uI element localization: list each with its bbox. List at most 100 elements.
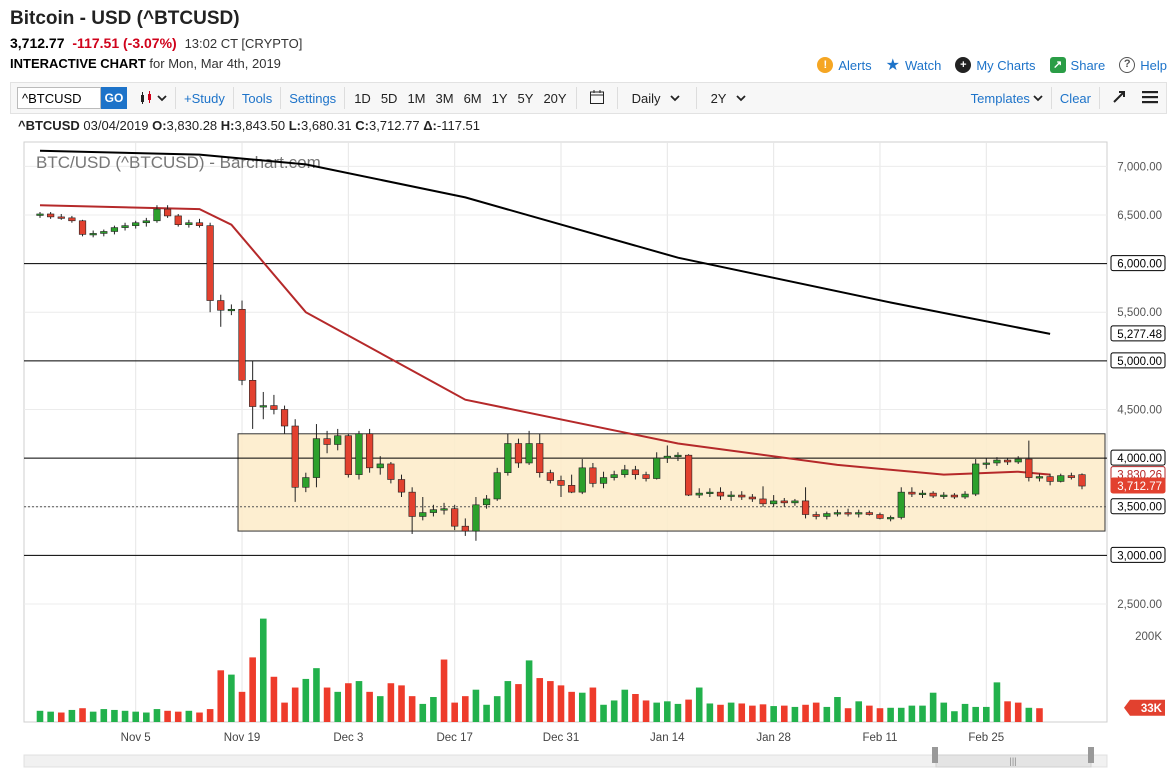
templates-dropdown[interactable]: Templates xyxy=(967,91,1047,106)
ohlc-symbol: ^BTCUSD xyxy=(18,118,80,133)
candle-body xyxy=(897,491,905,518)
share-icon: ↗ xyxy=(1049,57,1066,73)
candle-body xyxy=(536,443,544,473)
chart-label: INTERACTIVE CHART xyxy=(10,56,146,71)
period-6m[interactable]: 6M xyxy=(463,90,482,106)
volume-bar xyxy=(961,703,969,722)
price-badge xyxy=(1110,352,1166,369)
volume-badge-label: 33K xyxy=(1141,703,1163,715)
alert-icon: ! xyxy=(817,57,834,73)
volume-bar xyxy=(802,704,809,722)
volume-bar xyxy=(664,701,671,722)
candle-body xyxy=(419,512,427,517)
chevron-down-icon xyxy=(736,95,747,102)
scroll-track[interactable] xyxy=(23,754,1108,768)
chart-type-selector[interactable] xyxy=(135,91,171,105)
clear-button[interactable]: Clear xyxy=(1059,90,1091,106)
candle-body xyxy=(791,500,799,504)
candle-body xyxy=(429,509,438,513)
volume-bar xyxy=(398,685,405,722)
symbol-input[interactable] xyxy=(17,87,101,109)
volume-bar xyxy=(876,708,884,722)
open-value: 3,830.28 xyxy=(166,118,218,133)
action-links: ! Alerts ★ Watch + My Charts ↗ Share ? H… xyxy=(817,55,1167,75)
price-badge-label: 6,000.00 xyxy=(1117,259,1162,271)
period-3m[interactable]: 3M xyxy=(435,90,454,106)
alerts-link[interactable]: ! Alerts xyxy=(817,57,872,73)
settings-button[interactable]: Settings xyxy=(289,90,337,106)
tools-button[interactable]: Tools xyxy=(241,90,273,106)
watch-link[interactable]: ★ Watch xyxy=(886,55,942,75)
candle-body xyxy=(716,491,725,497)
volume-bar xyxy=(791,706,799,722)
candle-body xyxy=(961,493,969,498)
candle-body xyxy=(663,455,671,459)
interval-value: Daily xyxy=(631,90,661,106)
volume-badge xyxy=(1124,699,1165,716)
volume-bar xyxy=(313,668,320,722)
volume-bar xyxy=(823,706,831,722)
volume-bar xyxy=(557,685,565,722)
range-dropdown[interactable]: 2Y xyxy=(701,91,757,106)
period-1m[interactable]: 1M xyxy=(407,90,426,106)
range-handle-left[interactable] xyxy=(932,747,938,763)
candle-body xyxy=(748,496,756,500)
volume-bar xyxy=(866,705,873,722)
volume-bar xyxy=(600,704,607,722)
share-link[interactable]: ↗ Share xyxy=(1049,57,1105,73)
volume-bar xyxy=(685,699,692,722)
interval-dropdown[interactable]: Daily xyxy=(622,91,692,106)
go-button[interactable]: GO xyxy=(101,87,127,109)
volume-bar xyxy=(908,705,916,722)
low-value: 3,680.31 xyxy=(301,118,352,133)
volume-bar xyxy=(206,709,214,722)
candle-body xyxy=(110,227,119,232)
candle-body xyxy=(397,479,406,493)
candle-body xyxy=(461,525,469,532)
candle-body xyxy=(578,467,586,493)
volume-bar xyxy=(121,710,129,722)
period-20y[interactable]: 20Y xyxy=(543,90,567,106)
help-icon: ? xyxy=(1119,57,1136,73)
candle-body xyxy=(376,463,384,469)
price-badge xyxy=(1110,477,1166,494)
price-badge-label: 3,000.00 xyxy=(1117,550,1162,562)
range-handle-right[interactable] xyxy=(1088,747,1094,763)
candle-body xyxy=(801,500,810,515)
volume-bar xyxy=(812,702,820,722)
help-link[interactable]: ? Help xyxy=(1119,57,1167,73)
candle-body xyxy=(344,435,352,475)
range-box xyxy=(237,433,1106,532)
candle-body xyxy=(621,469,629,475)
expand-button[interactable] xyxy=(1104,90,1134,107)
my-charts-link[interactable]: + My Charts xyxy=(955,57,1036,73)
last-price: 3,712.77 xyxy=(10,35,65,51)
period-5d[interactable]: 5D xyxy=(380,90,398,106)
period-1y[interactable]: 1Y xyxy=(491,90,508,106)
period-5y[interactable]: 5Y xyxy=(517,90,534,106)
low-label: L: xyxy=(288,118,302,133)
candle-body xyxy=(174,215,182,225)
candle-body xyxy=(1057,475,1065,482)
price-badge xyxy=(1110,546,1166,563)
menu-button[interactable] xyxy=(1134,90,1166,107)
candle-body xyxy=(982,462,990,465)
candle-body xyxy=(163,208,172,217)
price-tick-label: 5,500.00 xyxy=(1117,307,1162,319)
quote-time: 13:02 CT [CRYPTO] xyxy=(184,36,303,51)
volume-bar xyxy=(1014,702,1022,722)
calendar-button[interactable] xyxy=(581,89,613,108)
volume-bar xyxy=(610,700,618,722)
volume-bar xyxy=(419,703,427,722)
price-change: -117.51 (-3.07%) xyxy=(72,35,177,51)
alerts-label: Alerts xyxy=(838,57,872,73)
study-button[interactable]: +Study xyxy=(184,90,225,106)
candle-body xyxy=(684,454,693,496)
divider xyxy=(1050,87,1052,109)
price-badge-label: 3,500.00 xyxy=(1117,502,1162,514)
candle-body xyxy=(387,463,395,480)
period-1d[interactable]: 1D xyxy=(354,90,371,106)
candle-body xyxy=(568,485,576,493)
page-title: Bitcoin - USD (^BTCUSD) xyxy=(10,8,240,29)
